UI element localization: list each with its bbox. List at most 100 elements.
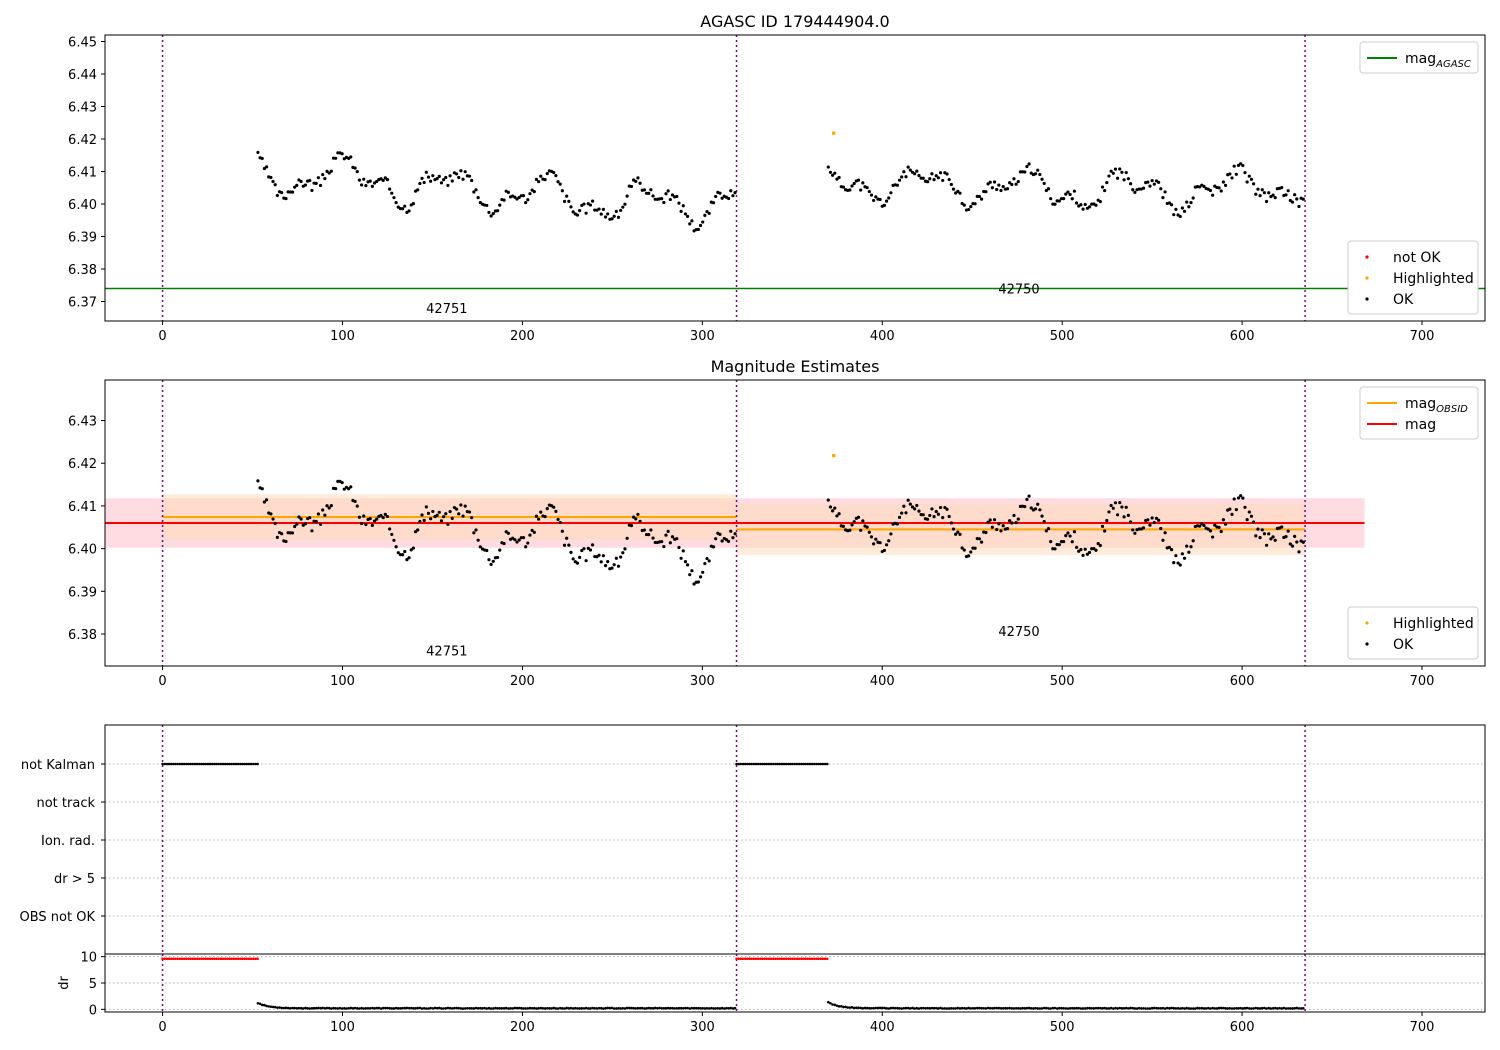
data-point bbox=[1087, 205, 1092, 209]
x-tick-label: 400 bbox=[870, 674, 895, 689]
data-point bbox=[835, 514, 839, 518]
not-ok-dr-point bbox=[226, 957, 229, 961]
data-point bbox=[1107, 510, 1111, 514]
ok-dr-point bbox=[1276, 1007, 1279, 1010]
flag-point bbox=[804, 762, 807, 766]
not-ok-dr-point bbox=[737, 957, 740, 961]
ok-dr-point bbox=[1291, 1007, 1294, 1010]
ok-dr-point bbox=[833, 1003, 837, 1007]
ok-dr-point bbox=[995, 1006, 998, 1010]
highlighted-point bbox=[831, 453, 836, 458]
data-point bbox=[375, 179, 379, 184]
data-point bbox=[1191, 196, 1195, 200]
ok-dr-point bbox=[1094, 1006, 1098, 1010]
data-point bbox=[491, 212, 495, 216]
legend-label: Highlighted bbox=[1393, 616, 1474, 632]
data-point bbox=[1295, 540, 1299, 544]
data-point bbox=[1042, 181, 1046, 186]
data-point bbox=[1146, 518, 1150, 522]
ok-dr-point bbox=[1070, 1006, 1074, 1010]
data-point bbox=[329, 169, 333, 173]
data-point bbox=[1243, 505, 1247, 509]
ok-dr-point bbox=[1254, 1006, 1258, 1010]
flag-point bbox=[739, 762, 743, 766]
ok-dr-point bbox=[839, 1004, 843, 1008]
not-ok-dr-point bbox=[206, 957, 210, 961]
flag-point bbox=[815, 762, 818, 766]
data-point bbox=[1008, 181, 1012, 185]
data-point bbox=[521, 535, 526, 540]
ok-dr-point bbox=[857, 1006, 860, 1010]
not-ok-dr-point bbox=[735, 957, 738, 961]
data-point bbox=[463, 504, 467, 508]
ok-dr-point bbox=[1256, 1007, 1260, 1010]
ok-dr-point bbox=[1083, 1007, 1087, 1010]
data-point bbox=[562, 199, 567, 204]
ok-dr-point bbox=[1111, 1007, 1115, 1010]
data-point bbox=[1176, 561, 1180, 565]
data-point bbox=[714, 194, 718, 199]
data-point bbox=[636, 512, 640, 516]
ok-dr-point bbox=[831, 1003, 834, 1006]
data-point bbox=[275, 193, 279, 198]
data-point bbox=[629, 524, 634, 528]
data-point bbox=[426, 511, 431, 515]
ok-dr-point bbox=[1092, 1007, 1096, 1010]
data-point bbox=[463, 170, 467, 174]
ok-dr-point bbox=[941, 1007, 945, 1010]
data-point bbox=[733, 191, 737, 195]
ok-dr-point bbox=[1058, 1006, 1061, 1010]
ok-dr-point bbox=[360, 1006, 363, 1010]
not-ok-dr-point bbox=[251, 957, 255, 961]
data-point bbox=[1100, 524, 1105, 528]
ok-dr-point bbox=[846, 1006, 850, 1009]
data-point bbox=[677, 201, 681, 205]
data-point bbox=[1120, 170, 1124, 174]
data-point bbox=[420, 513, 424, 517]
ok-dr-point bbox=[984, 1007, 988, 1010]
data-point bbox=[1180, 552, 1184, 556]
data-point bbox=[578, 209, 582, 213]
data-point bbox=[528, 192, 532, 196]
data-point bbox=[290, 190, 295, 194]
data-point bbox=[321, 172, 325, 177]
data-point bbox=[271, 179, 275, 184]
ok-dr-point bbox=[731, 1007, 735, 1010]
flag-point bbox=[202, 762, 205, 766]
data-point bbox=[1245, 518, 1249, 522]
ok-dr-point bbox=[1299, 1007, 1303, 1010]
data-point bbox=[681, 204, 685, 208]
data-point bbox=[1154, 516, 1159, 520]
ok-dr-point bbox=[567, 1007, 571, 1010]
data-point bbox=[995, 527, 999, 532]
data-point bbox=[530, 528, 534, 532]
x-tick-label: 200 bbox=[510, 329, 535, 344]
not-ok-dr-point bbox=[217, 957, 221, 961]
ok-dr-point bbox=[913, 1007, 916, 1010]
data-point bbox=[478, 545, 482, 549]
data-point bbox=[865, 525, 869, 529]
ok-dr-point bbox=[885, 1007, 888, 1010]
data-point bbox=[632, 515, 636, 519]
data-point bbox=[895, 522, 899, 526]
data-point bbox=[323, 176, 327, 181]
ok-dr-point bbox=[1034, 1006, 1037, 1010]
data-point bbox=[405, 557, 409, 562]
data-point bbox=[506, 531, 510, 535]
data-point bbox=[651, 536, 655, 540]
data-point bbox=[448, 509, 452, 514]
data-point bbox=[705, 209, 709, 214]
y-tick-label: 6.45 bbox=[68, 36, 97, 51]
data-point bbox=[388, 527, 392, 531]
ok-dr-point bbox=[714, 1007, 717, 1010]
ok-dr-point bbox=[889, 1006, 893, 1010]
ok-dr-point bbox=[476, 1006, 480, 1010]
flag-point bbox=[197, 762, 201, 766]
ok-dr-point bbox=[1289, 1007, 1292, 1010]
data-point bbox=[1146, 180, 1150, 184]
data-point bbox=[958, 191, 962, 195]
ok-dr-point bbox=[874, 1006, 878, 1010]
data-point bbox=[1182, 209, 1187, 213]
ok-dr-point bbox=[1062, 1007, 1065, 1010]
